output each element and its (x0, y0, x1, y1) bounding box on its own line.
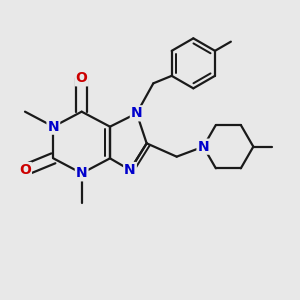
Text: N: N (131, 106, 142, 120)
Text: N: N (197, 140, 209, 154)
Text: O: O (76, 71, 88, 85)
Text: N: N (76, 166, 88, 180)
Text: N: N (47, 120, 59, 134)
Text: O: O (19, 163, 31, 177)
Text: N: N (124, 163, 136, 177)
